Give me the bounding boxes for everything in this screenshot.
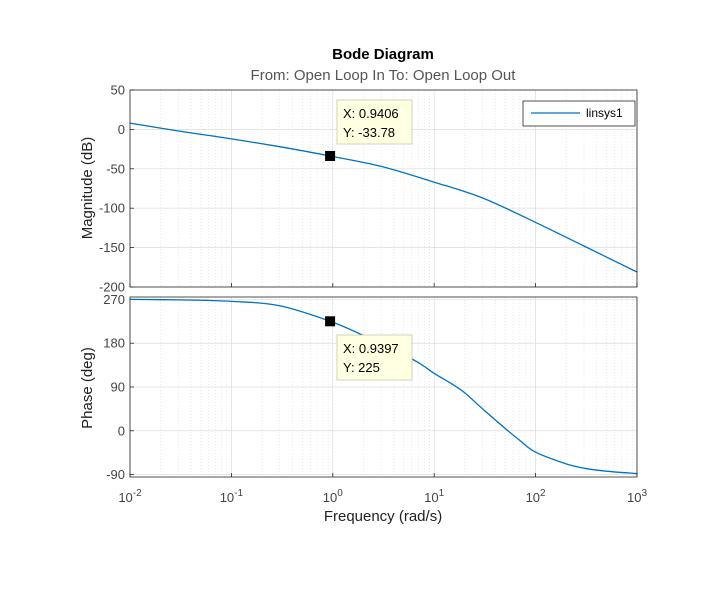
- magnitude-datatip-y: Y: -33.78: [343, 125, 395, 140]
- phase-series-line[interactable]: [129, 298, 638, 475]
- phase-panel[interactable]: 270 180 90 0 -90 Phase (deg): [79, 292, 638, 482]
- y-tick-label: -90: [106, 467, 125, 482]
- x-tick-label: 100: [323, 488, 343, 505]
- y-tick-label: 90: [111, 380, 125, 395]
- phase-datatip-marker[interactable]: [325, 316, 336, 327]
- y-tick-label: 0: [118, 122, 125, 137]
- magnitude-axes-box: [129, 89, 638, 288]
- magnitude-datatip[interactable]: X: 0.9406 Y: -33.78: [325, 99, 413, 161]
- phase-datatip[interactable]: X: 0.9397 Y: 225: [325, 316, 413, 381]
- y-tick-label: -50: [106, 161, 125, 176]
- x-tick-label: 10-2: [118, 488, 142, 505]
- x-tick-label: 103: [627, 488, 647, 505]
- y-tick-label: 50: [111, 83, 125, 98]
- phase-y-ticks: 270 180 90 0 -90: [103, 292, 134, 482]
- y-tick-label: -200: [99, 280, 125, 295]
- phase-datatip-y: Y: 225: [343, 360, 380, 375]
- phase-datatip-box: [336, 334, 413, 381]
- phase-grid: [129, 297, 638, 477]
- x-tick-label: 10-1: [220, 488, 244, 505]
- y-tick-label: 0: [118, 423, 125, 438]
- x-tick-label: 101: [424, 488, 444, 505]
- magnitude-datatip-marker[interactable]: [325, 151, 336, 161]
- legend[interactable]: linsys1: [522, 100, 636, 127]
- phase-axes-box: [129, 296, 638, 478]
- y-tick-label: 270: [103, 292, 125, 307]
- magnitude-y-label: Magnitude (dB): [79, 137, 96, 240]
- y-tick-label: -150: [99, 240, 125, 255]
- phase-datatip-x: X: 0.9397: [343, 341, 399, 356]
- chart-title: Bode Diagram: [332, 46, 434, 63]
- legend-entry-linsys1: linsys1: [586, 106, 623, 120]
- x-axis-label: Frequency (rad/s): [324, 508, 442, 525]
- magnitude-datatip-box: [336, 99, 413, 145]
- x-tick-label: 102: [526, 488, 546, 505]
- magnitude-y-ticks: 50 0 -50 -100 -150 -200: [99, 83, 134, 295]
- chart-subtitle: From: Open Loop In To: Open Loop Out: [251, 67, 517, 84]
- phase-y-label: Phase (deg): [79, 347, 96, 429]
- magnitude-datatip-x: X: 0.9406: [343, 106, 399, 121]
- y-tick-label: -100: [99, 201, 125, 216]
- x-ticks: 10-2 10-1 100 101 102 103: [118, 283, 647, 505]
- y-tick-label: 180: [103, 336, 125, 351]
- magnitude-series-line[interactable]: [129, 122, 638, 273]
